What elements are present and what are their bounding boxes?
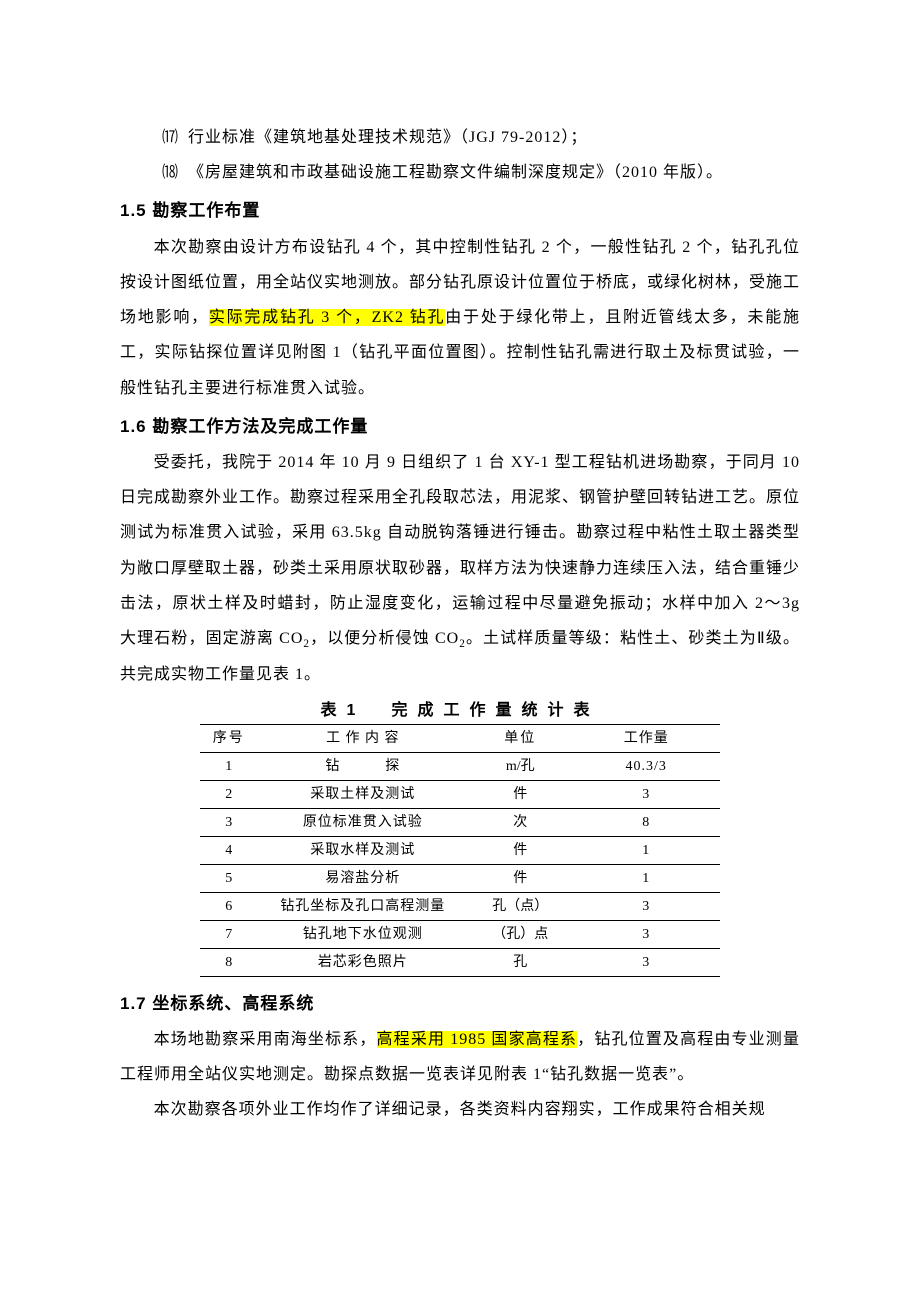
list-text: 《房屋建筑和市政基础设施工程勘察文件编制深度规定》（2010 年版）。 <box>188 164 723 181</box>
table-cell: 件 <box>468 780 572 808</box>
heading-1-5: 1.5 勘察工作布置 <box>120 192 800 229</box>
table-cell: 次 <box>468 808 572 836</box>
heading-1-7: 1.7 坐标系统、高程系统 <box>120 985 800 1022</box>
table-cell: 件 <box>468 864 572 892</box>
highlighted-text: 高程采用 1985 国家高程系 <box>377 1031 578 1048</box>
table-cell: 1 <box>200 752 257 780</box>
table-cell: 件 <box>468 836 572 864</box>
list-marker: ⒅ <box>162 164 179 181</box>
table-cell: （孔）点 <box>468 920 572 948</box>
table-cell: 原位标准贯入试验 <box>257 808 468 836</box>
table-cell: 8 <box>200 948 257 976</box>
table-cell: 孔（点） <box>468 892 572 920</box>
paragraph-1-6: 受委托，我院于 2014 年 10 月 9 日组织了 1 台 XY-1 型工程钻… <box>120 445 800 692</box>
table-cell: 孔 <box>468 948 572 976</box>
workload-table: 序号 工 作 内 容 单位 工作量 1钻 探m/孔40.3/32采取土样及测试件… <box>200 724 720 977</box>
table-cell: 3 <box>200 808 257 836</box>
table-row: 1钻 探m/孔40.3/3 <box>200 752 720 780</box>
table-cell: m/孔 <box>468 752 572 780</box>
paragraph-1-5: 本次勘察由设计方布设钻孔 4 个，其中控制性钻孔 2 个，一般性钻孔 2 个，钻… <box>120 230 800 406</box>
highlighted-text: 实际完成钻孔 3 个，ZK2 钻孔 <box>209 309 445 326</box>
table-cell: 钻 探 <box>257 752 468 780</box>
table-cell: 钻孔坐标及孔口高程测量 <box>257 892 468 920</box>
table-cell: 采取土样及测试 <box>257 780 468 808</box>
list-item-18: ⒅ 《房屋建筑和市政基础设施工程勘察文件编制深度规定》（2010 年版）。 <box>162 155 800 190</box>
table-cell: 3 <box>572 892 720 920</box>
table-row: 7钻孔地下水位观测（孔）点3 <box>200 920 720 948</box>
table-cell: 易溶盐分析 <box>257 864 468 892</box>
table-cell: 2 <box>200 780 257 808</box>
table-cell: 钻孔地下水位观测 <box>257 920 468 948</box>
col-header-index: 序号 <box>200 724 257 752</box>
table-cell: 6 <box>200 892 257 920</box>
table-row: 3原位标准贯入试验次8 <box>200 808 720 836</box>
paragraph-1-7-b: 本次勘察各项外业工作均作了详细记录，各类资料内容翔实，工作成果符合相关规 <box>120 1092 800 1127</box>
col-header-amount: 工作量 <box>572 724 720 752</box>
list-marker: ⒄ <box>162 129 179 146</box>
table-cell: 40.3/3 <box>572 752 720 780</box>
text-run: 受委托，我院于 2014 年 10 月 9 日组织了 1 台 XY-1 型工程钻… <box>120 454 800 647</box>
list-item-17: ⒄ 行业标准《建筑地基处理技术规范》（JGJ 79-2012）； <box>162 120 800 155</box>
table-cell: 3 <box>572 780 720 808</box>
list-text: 行业标准《建筑地基处理技术规范》（JGJ 79-2012）； <box>188 129 587 146</box>
table-cell: 采取水样及测试 <box>257 836 468 864</box>
text-run: 本场地勘察采用南海坐标系， <box>154 1031 377 1048</box>
table-cell: 5 <box>200 864 257 892</box>
table-row: 5易溶盐分析件1 <box>200 864 720 892</box>
col-header-content: 工 作 内 容 <box>257 724 468 752</box>
table-cell: 3 <box>572 948 720 976</box>
table-row: 8岩芯彩色照片孔3 <box>200 948 720 976</box>
table-row: 2采取土样及测试件3 <box>200 780 720 808</box>
table-cell: 4 <box>200 836 257 864</box>
table-row: 6钻孔坐标及孔口高程测量孔（点）3 <box>200 892 720 920</box>
table-caption: 表1 完成工作量统计表 <box>120 698 800 724</box>
table-cell: 7 <box>200 920 257 948</box>
text-run: ，以便分析侵蚀 CO <box>310 630 459 647</box>
table-cell: 8 <box>572 808 720 836</box>
table-row: 4采取水样及测试件1 <box>200 836 720 864</box>
document-page: ⒄ 行业标准《建筑地基处理技术规范》（JGJ 79-2012）； ⒅ 《房屋建筑… <box>0 0 920 1188</box>
table-cell: 1 <box>572 864 720 892</box>
table-cell: 岩芯彩色照片 <box>257 948 468 976</box>
subscript: 2 <box>459 638 466 650</box>
table-cell: 1 <box>572 836 720 864</box>
subscript: 2 <box>303 638 310 650</box>
col-header-unit: 单位 <box>468 724 572 752</box>
heading-1-6: 1.6 勘察工作方法及完成工作量 <box>120 408 800 445</box>
table-header-row: 序号 工 作 内 容 单位 工作量 <box>200 724 720 752</box>
paragraph-1-7-a: 本场地勘察采用南海坐标系，高程采用 1985 国家高程系，钻孔位置及高程由专业测… <box>120 1022 800 1092</box>
table-cell: 3 <box>572 920 720 948</box>
